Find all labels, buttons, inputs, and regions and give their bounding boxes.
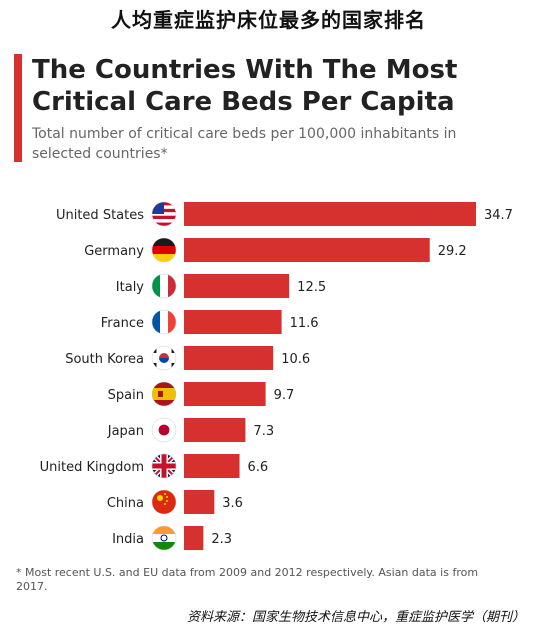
value-label: 3.6 [222, 496, 243, 511]
bar-row: Spain 9.7 [108, 381, 295, 407]
bar-row: South Korea 10.6 [65, 345, 310, 371]
category-label: France [101, 316, 144, 331]
japan-flag-icon [151, 417, 177, 443]
bar [184, 382, 266, 406]
value-label: 11.6 [290, 316, 319, 331]
bar [184, 418, 246, 442]
south-korea-flag-icon [151, 345, 177, 371]
italy-flag-icon [151, 273, 177, 299]
category-label: China [107, 496, 144, 511]
bar-row: United Kingdom 6.6 [40, 453, 269, 479]
title-accent-bar [14, 54, 22, 162]
value-label: 10.6 [281, 352, 310, 367]
page-caption: 人均重症监护床位最多的国家排名 [111, 8, 426, 32]
category-label: Spain [108, 388, 144, 403]
china-flag-icon [151, 489, 177, 515]
source-note: 资料来源：国家生物技术信息中心，重症监护医学（期刊） [186, 610, 525, 625]
chart-card: The Countries With The Most Critical Car… [6, 48, 531, 608]
category-label: Germany [84, 244, 144, 259]
category-label: India [112, 532, 144, 547]
bar-row: Italy 12.5 [116, 273, 326, 299]
category-label: United States [56, 208, 144, 223]
bar [184, 346, 274, 370]
category-label: United Kingdom [40, 460, 144, 475]
chart-title: The Countries With The Most Critical Car… [32, 55, 458, 117]
germany-flag-icon [151, 237, 177, 263]
value-label: 29.2 [438, 244, 467, 259]
bar [184, 490, 215, 514]
value-label: 12.5 [297, 280, 326, 295]
spain-flag-icon [151, 381, 177, 407]
bar [184, 454, 240, 478]
value-label: 9.7 [274, 388, 295, 403]
india-flag-icon [151, 525, 177, 551]
bar-row: Japan 7.3 [107, 417, 274, 443]
value-label: 34.7 [484, 208, 513, 223]
bar-row: Germany 29.2 [84, 237, 467, 263]
france-flag-icon [151, 309, 177, 335]
value-label: 6.6 [248, 460, 269, 475]
bar-chart: United States 34.7 Germany 29.2 Italy 12.5 Fra… [40, 201, 513, 551]
chart-subtitle: Total number of critical care beds per 1… [32, 126, 457, 162]
bar [184, 202, 476, 226]
value-label: 2.3 [211, 532, 232, 547]
chart-footnote: * Most recent U.S. and EU data from 2009… [16, 566, 479, 593]
bar [184, 238, 430, 262]
bar-row: China 3.6 [107, 489, 243, 515]
bar-row: France 11.6 [101, 309, 319, 335]
us-flag-icon [151, 201, 177, 227]
bar [184, 274, 290, 298]
bar-row: India 2.3 [112, 525, 232, 551]
bar [184, 310, 282, 334]
category-label: Japan [107, 424, 144, 439]
value-label: 7.3 [253, 424, 274, 439]
uk-flag-icon [151, 453, 177, 479]
bar [184, 526, 204, 550]
bar-row: United States 34.7 [56, 201, 513, 227]
category-label: South Korea [65, 352, 144, 367]
category-label: Italy [116, 280, 145, 295]
